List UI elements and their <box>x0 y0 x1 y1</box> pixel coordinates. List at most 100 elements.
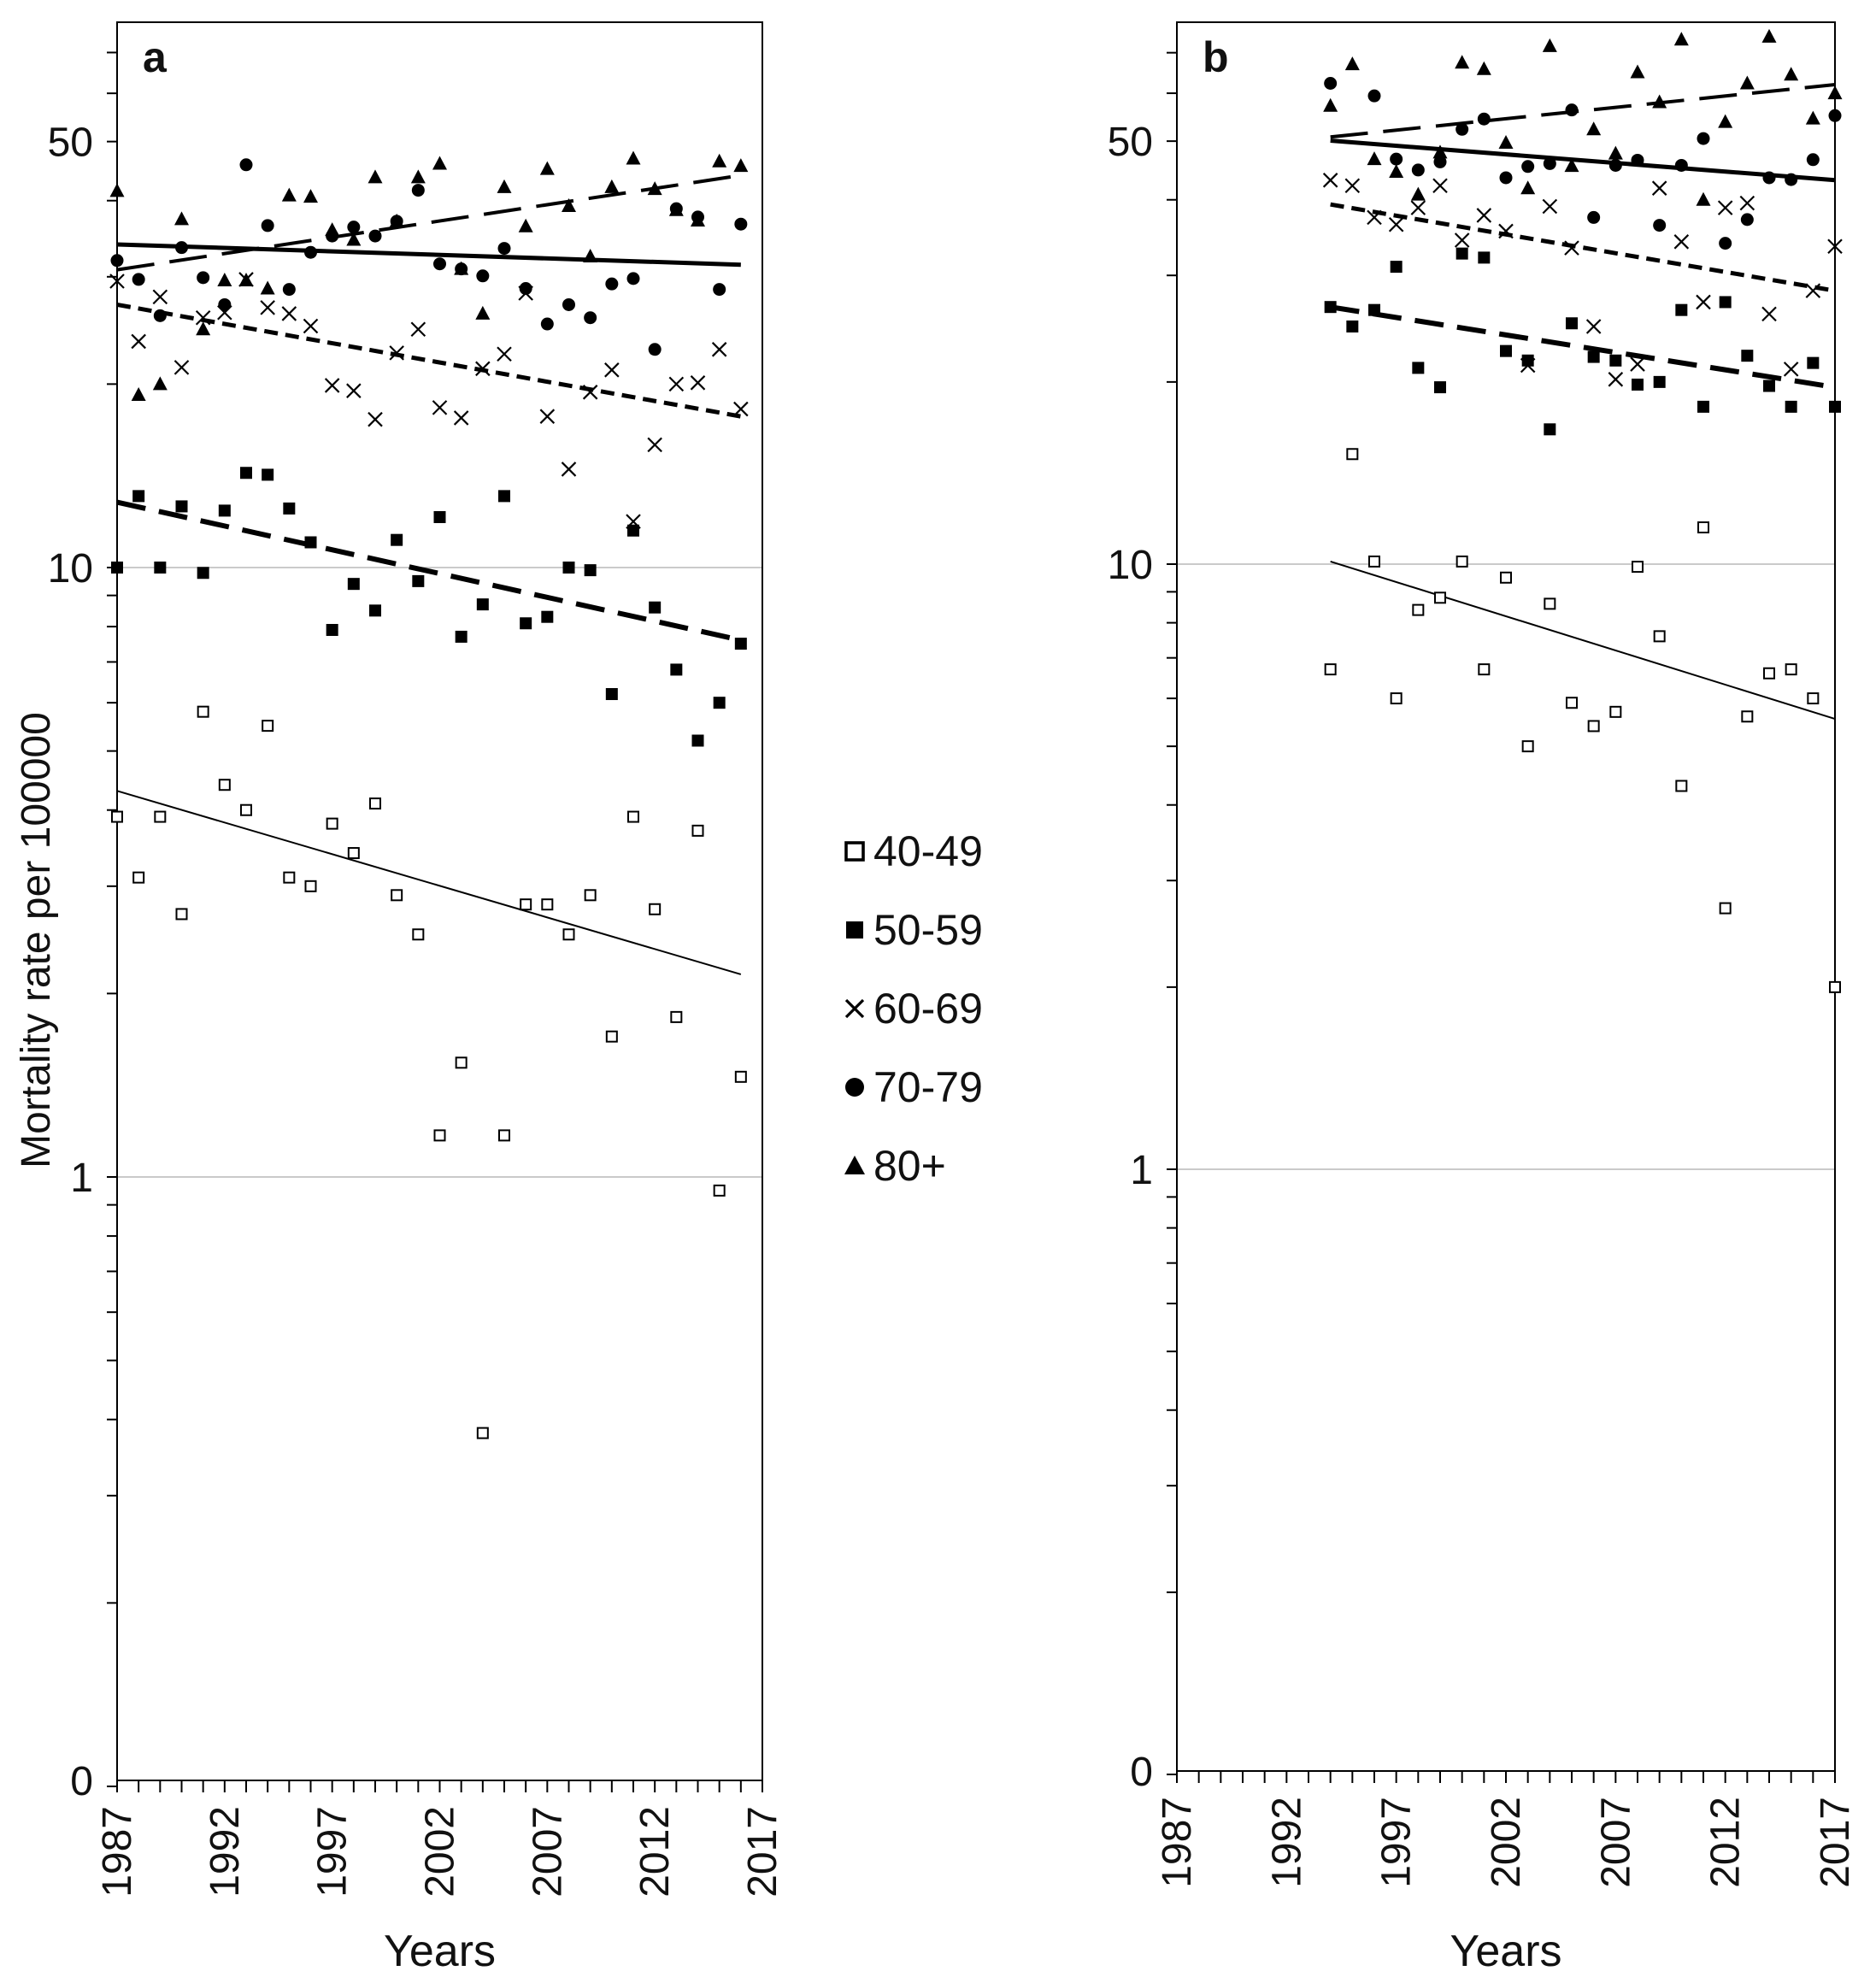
point-40-49 <box>541 898 554 911</box>
trend-line-60-69 <box>116 302 742 419</box>
point-80+ <box>1410 186 1426 201</box>
point-40-49 <box>433 1129 446 1142</box>
panel-a: 0 1 10 50 1987 1992 1997 2002 2007 2012 2017 Years M… <box>14 21 785 1976</box>
point-60-69 <box>1322 173 1338 188</box>
point-50-59 <box>1324 301 1337 314</box>
point-50-59 <box>734 638 747 650</box>
trend-line-80+ <box>1330 82 1836 139</box>
point-80+ <box>1323 97 1338 112</box>
point-50-59 <box>218 504 231 517</box>
point-60-69 <box>647 437 662 453</box>
point-40-49 <box>1741 710 1754 723</box>
x-axis-title: Years <box>384 1927 496 1976</box>
point-50-59 <box>1609 354 1622 367</box>
point-70-79 <box>1653 219 1667 232</box>
point-60-69 <box>1344 178 1361 194</box>
point-40-49 <box>304 880 317 892</box>
point-40-49 <box>455 1056 468 1069</box>
point-80+ <box>668 202 684 216</box>
point-50-59 <box>455 630 468 643</box>
point-50-59 <box>670 663 683 676</box>
legend-item-50-59: 50-59 <box>838 891 983 969</box>
point-50-59 <box>1500 344 1512 357</box>
point-50-59 <box>391 533 403 546</box>
filled-triangle-marker-icon <box>844 1156 865 1174</box>
point-70-79 <box>1456 122 1469 136</box>
point-60-69 <box>1739 195 1755 211</box>
point-70-79 <box>476 269 490 283</box>
point-70-79 <box>304 245 317 259</box>
point-70-79 <box>1565 103 1579 117</box>
point-60-69 <box>1651 180 1667 196</box>
point-80+ <box>691 213 705 227</box>
point-50-59 <box>541 610 554 623</box>
point-60-69 <box>1827 238 1843 255</box>
point-70-79 <box>411 184 425 197</box>
point-70-79 <box>347 221 361 234</box>
legend-item-70-79: 70-79 <box>838 1048 983 1127</box>
point-50-59 <box>1544 423 1556 436</box>
point-70-79 <box>562 297 575 311</box>
point-40-49 <box>1500 571 1512 584</box>
point-40-49 <box>1829 980 1841 993</box>
point-60-69 <box>475 361 491 377</box>
legend-label: 60-69 <box>873 985 983 1033</box>
point-80+ <box>260 280 275 295</box>
point-70-79 <box>713 283 726 297</box>
y-tick-label: 50 <box>48 121 93 166</box>
x-tick-label: 1997 <box>310 1806 356 1898</box>
point-40-49 <box>1544 597 1556 610</box>
point-60-69 <box>690 375 706 391</box>
point-60-69 <box>1696 294 1711 310</box>
point-50-59 <box>1390 261 1403 274</box>
point-80+ <box>454 261 469 275</box>
point-40-49 <box>326 817 338 830</box>
point-80+ <box>626 150 641 165</box>
point-70-79 <box>1499 171 1513 185</box>
point-80+ <box>1564 158 1579 173</box>
point-70-79 <box>1740 213 1754 227</box>
point-50-59 <box>1763 380 1775 392</box>
point-80+ <box>1586 121 1602 136</box>
point-70-79 <box>605 277 619 291</box>
point-40-49 <box>1719 902 1732 915</box>
legend-label: 70-79 <box>873 1063 983 1111</box>
point-80+ <box>1652 94 1667 109</box>
point-70-79 <box>110 254 124 268</box>
x-tick-label: 2002 <box>418 1806 463 1898</box>
trend-line-50-59 <box>1330 304 1836 391</box>
point-80+ <box>325 222 340 237</box>
point-50-59 <box>1346 320 1359 332</box>
point-60-69 <box>1805 283 1821 298</box>
x-tick-label: 2007 <box>525 1806 570 1898</box>
point-50-59 <box>1434 381 1446 394</box>
point-80+ <box>1367 151 1382 166</box>
point-40-49 <box>734 1070 747 1083</box>
point-60-69 <box>1432 178 1448 194</box>
point-40-49 <box>132 871 145 884</box>
point-70-79 <box>497 242 511 256</box>
point-40-49 <box>1697 521 1709 534</box>
point-80+ <box>1520 180 1536 195</box>
point-60-69 <box>561 462 577 477</box>
point-50-59 <box>476 598 489 611</box>
point-50-59 <box>132 490 145 503</box>
point-80+ <box>562 197 576 212</box>
point-50-59 <box>175 500 188 513</box>
point-40-49 <box>713 1184 726 1197</box>
y-tick-label: 1 <box>1130 1148 1153 1193</box>
x-tick-label: 1987 <box>1155 1797 1200 1888</box>
legend-label: 50-59 <box>873 906 983 954</box>
point-70-79 <box>540 317 554 331</box>
filled-circle-marker-icon <box>845 1078 864 1097</box>
point-50-59 <box>520 617 532 630</box>
point-40-49 <box>111 810 123 823</box>
point-60-69 <box>109 274 125 289</box>
point-70-79 <box>1433 155 1447 168</box>
x-tick-label: 1997 <box>1374 1797 1420 1888</box>
point-50-59 <box>1741 350 1754 362</box>
y-tick-label: 0 <box>70 1759 93 1804</box>
point-80+ <box>1630 64 1645 79</box>
point-80+ <box>1608 145 1623 160</box>
point-40-49 <box>1587 720 1600 733</box>
